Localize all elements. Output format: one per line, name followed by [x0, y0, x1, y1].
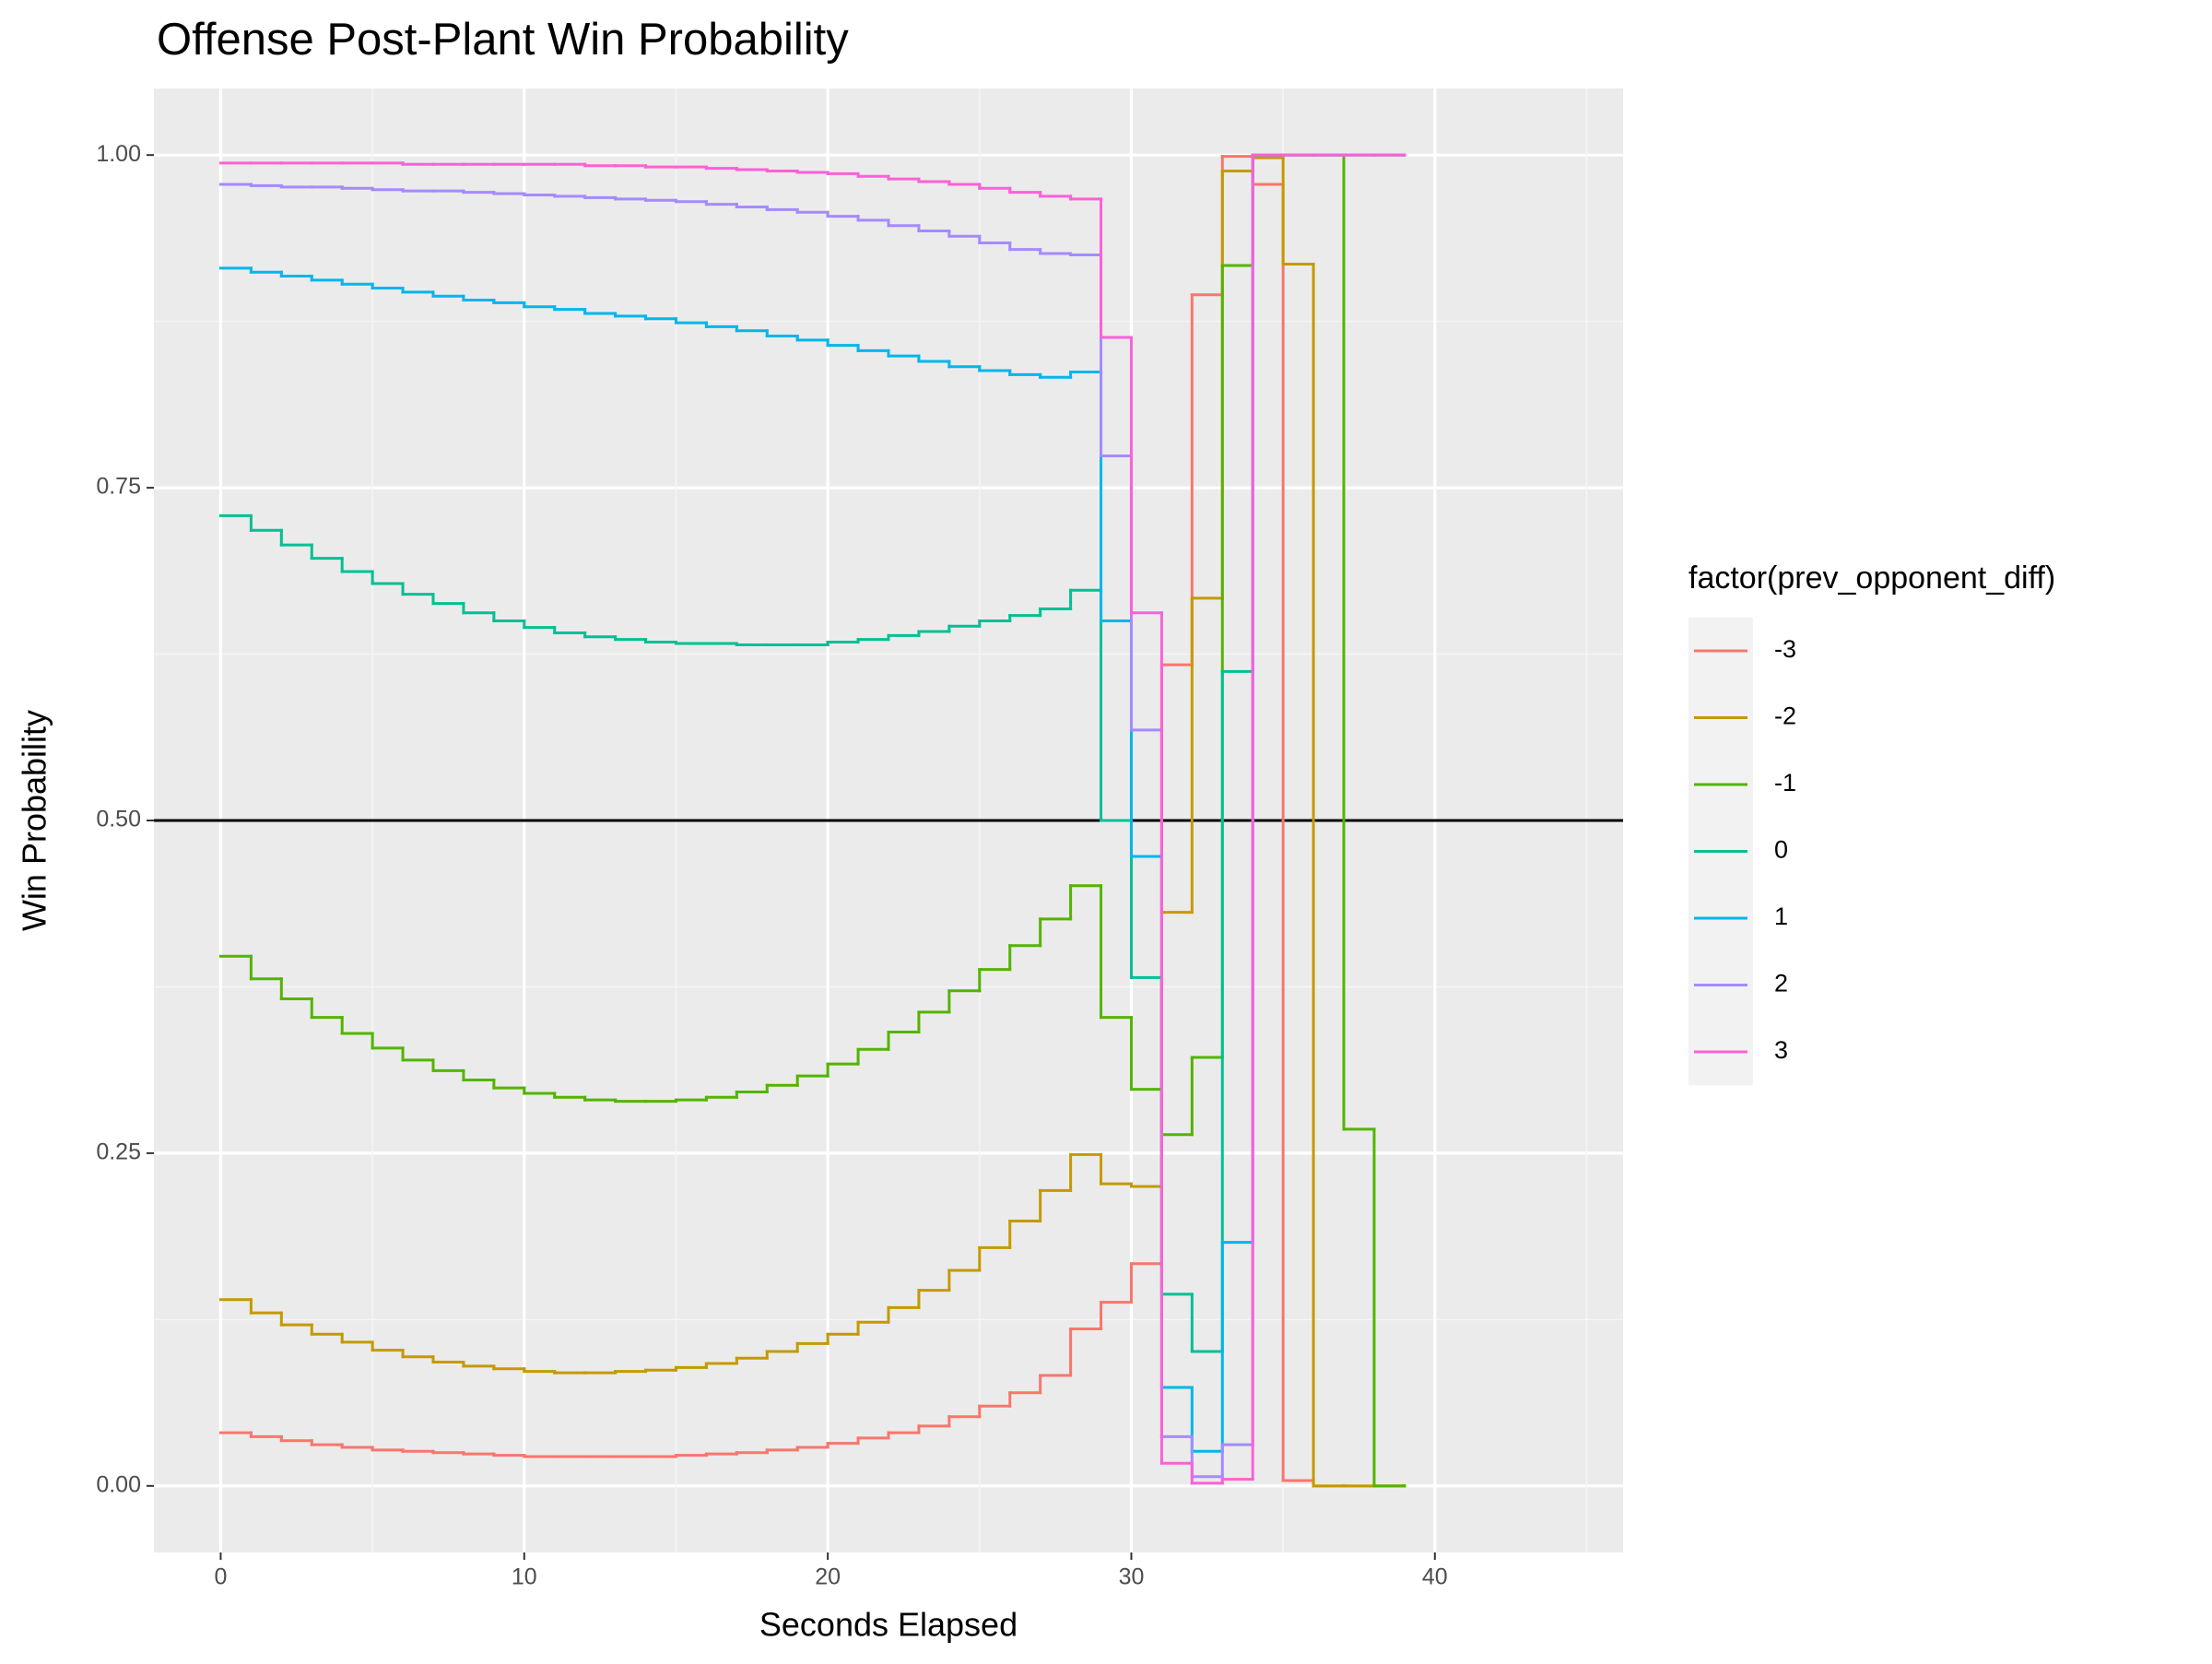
legend-label: 0: [1774, 836, 1788, 864]
axes: 0.00 0.25 0.50 0.75 1.00 0 10 20 30 40: [96, 141, 1447, 1590]
series-line: [218, 153, 1406, 1488]
chart-title: Offense Post-Plant Win Probability: [157, 15, 849, 65]
legend-label: 3: [1774, 1036, 1788, 1064]
y-axis-title: Win Probability: [16, 710, 53, 931]
legend-label: -1: [1774, 769, 1796, 797]
x-tick-label: 30: [1119, 1564, 1145, 1590]
legend-label: -3: [1774, 635, 1796, 663]
x-tick-label: 0: [215, 1564, 228, 1590]
series-line: [218, 153, 1406, 1485]
y-tick-label: 0.75: [96, 474, 141, 500]
legend-label: -2: [1774, 702, 1796, 730]
legend-title: factor(prev_opponent_diff): [1688, 561, 2055, 596]
legend-label: 2: [1774, 970, 1788, 997]
y-tick-label: 1.00: [96, 141, 141, 167]
plot-lines: [154, 153, 1623, 1488]
x-axis-title: Seconds Elapsed: [759, 1606, 1018, 1644]
x-tick-label: 40: [1422, 1564, 1448, 1590]
x-tick-label: 20: [815, 1564, 841, 1590]
y-tick-label: 0.50: [96, 807, 141, 832]
legend: factor(prev_opponent_diff) -3 -2 -1 0 1 2 3: [1688, 561, 2055, 1086]
x-tick-label: 10: [512, 1564, 537, 1590]
y-tick-label: 0.00: [96, 1471, 141, 1497]
y-tick-label: 0.25: [96, 1139, 141, 1165]
legend-label: 1: [1774, 903, 1788, 930]
